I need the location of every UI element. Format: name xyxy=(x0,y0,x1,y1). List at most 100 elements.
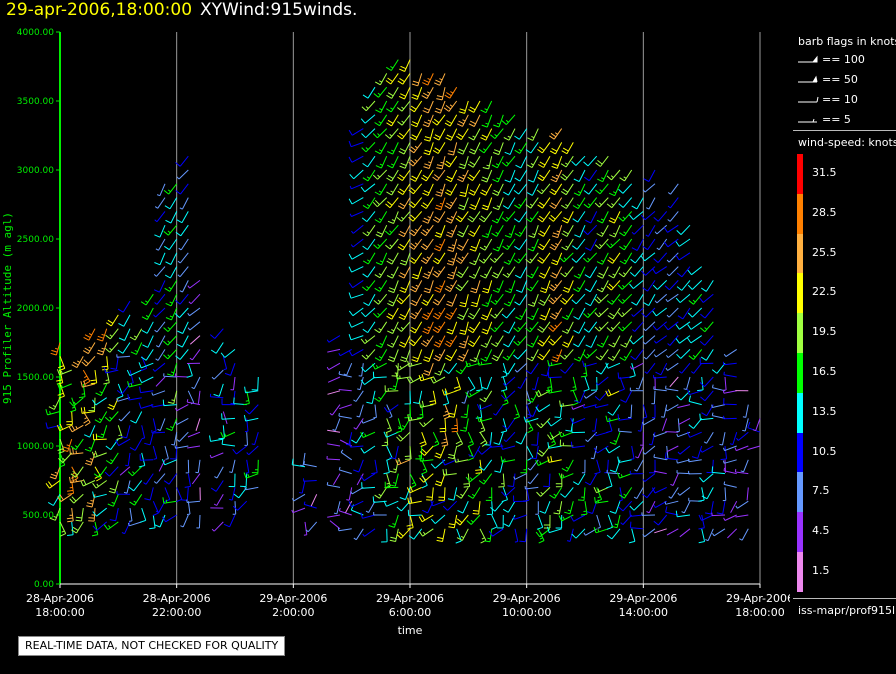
wind-barb xyxy=(119,466,131,476)
wind-barb xyxy=(422,211,434,224)
wind-barb xyxy=(469,238,481,252)
wind-barb xyxy=(653,335,667,344)
wind-barb xyxy=(512,514,527,520)
wind-barb xyxy=(115,438,131,447)
wind-barb xyxy=(504,225,516,238)
wind-barb xyxy=(652,266,667,275)
wind-barb xyxy=(644,362,656,374)
wind-barb xyxy=(723,371,737,378)
wind-barb xyxy=(465,390,481,398)
wind-barb xyxy=(581,459,586,474)
wind-barb xyxy=(481,376,493,390)
wind-barb xyxy=(374,211,388,224)
wind-barb xyxy=(374,487,388,499)
wind-barb xyxy=(409,307,423,320)
wind-barb xyxy=(230,376,236,391)
wind-barb xyxy=(547,442,562,449)
wind-barb xyxy=(409,100,423,113)
wind-barb xyxy=(408,211,423,222)
wind-barb xyxy=(482,156,493,170)
wind-barb xyxy=(700,307,714,319)
wind-barb xyxy=(383,500,399,507)
wind-barb xyxy=(45,480,61,489)
wind-barb xyxy=(640,252,656,262)
wind-barb xyxy=(140,349,154,361)
wind-barb xyxy=(526,183,539,196)
x-tick-label: 14:00:00 xyxy=(619,606,668,619)
wind-barb xyxy=(361,482,376,489)
wind-barb xyxy=(642,280,656,292)
wind-barb xyxy=(571,155,586,166)
wind-barb xyxy=(360,114,376,124)
wind-barb xyxy=(562,280,574,293)
wind-barb xyxy=(411,87,423,100)
wind-barb xyxy=(118,328,131,341)
wind-barb xyxy=(665,404,679,412)
wind-barb xyxy=(432,431,440,447)
wind-barb xyxy=(654,293,668,304)
wind-barb xyxy=(699,293,714,303)
wind-barb xyxy=(143,473,154,485)
wind-barb xyxy=(481,169,493,183)
wind-barb xyxy=(154,197,166,209)
wind-barb xyxy=(384,481,399,489)
wind-barb xyxy=(455,252,469,264)
wind-barb xyxy=(386,169,399,182)
wind-barb xyxy=(548,293,563,305)
wind-barb xyxy=(527,169,539,183)
wind-barb xyxy=(535,501,539,515)
wind-barb xyxy=(627,404,633,419)
wind-barb xyxy=(594,307,609,318)
wind-barb xyxy=(385,418,392,434)
wind-barb xyxy=(582,349,598,359)
wind-barb xyxy=(723,376,727,391)
wind-barb xyxy=(362,321,376,334)
wind-barb xyxy=(619,487,623,502)
wind-barb xyxy=(221,413,236,420)
wind-barb xyxy=(408,224,423,237)
wind-barb xyxy=(343,363,353,376)
wind-barb xyxy=(434,363,446,376)
wind-barb xyxy=(629,387,644,392)
wind-barb xyxy=(528,294,539,307)
wind-barb xyxy=(71,521,84,534)
wind-barb xyxy=(555,473,563,488)
color-scale-label: 22.5 xyxy=(812,285,837,299)
wind-barb xyxy=(351,431,364,444)
wind-barb xyxy=(127,394,142,401)
wind-barb xyxy=(536,418,551,429)
wind-barb xyxy=(396,528,411,539)
wind-barb xyxy=(408,335,423,347)
wind-barb xyxy=(723,481,737,488)
wind-barb xyxy=(444,349,458,362)
wind-barb xyxy=(221,438,236,447)
wind-barb xyxy=(618,376,625,392)
wind-barb xyxy=(535,528,551,538)
wind-barb xyxy=(642,335,656,345)
wind-barb xyxy=(419,432,427,447)
wind-barb xyxy=(580,363,588,378)
wind-barb xyxy=(628,528,636,544)
wind-barb xyxy=(153,473,166,484)
wind-barb xyxy=(548,321,563,332)
wind-barb xyxy=(490,500,504,512)
wind-barb xyxy=(667,211,679,222)
wind-barb xyxy=(675,335,691,344)
wind-barb xyxy=(480,266,493,279)
wind-barb xyxy=(465,360,481,368)
wind-barb xyxy=(608,183,621,197)
wind-barb xyxy=(553,501,563,515)
color-swatch xyxy=(797,193,803,234)
wind-barb xyxy=(232,500,248,511)
wind-barb xyxy=(356,473,364,486)
wind-barb xyxy=(387,142,399,155)
wind-barb xyxy=(107,494,119,507)
wind-barb xyxy=(177,266,189,278)
wind-barb xyxy=(373,404,377,419)
wind-barb xyxy=(386,100,399,113)
wind-barb xyxy=(646,500,656,514)
wind-barb xyxy=(389,459,399,473)
wind-barb xyxy=(348,292,364,299)
wind-barb xyxy=(353,459,364,473)
wind-barb xyxy=(432,307,446,320)
